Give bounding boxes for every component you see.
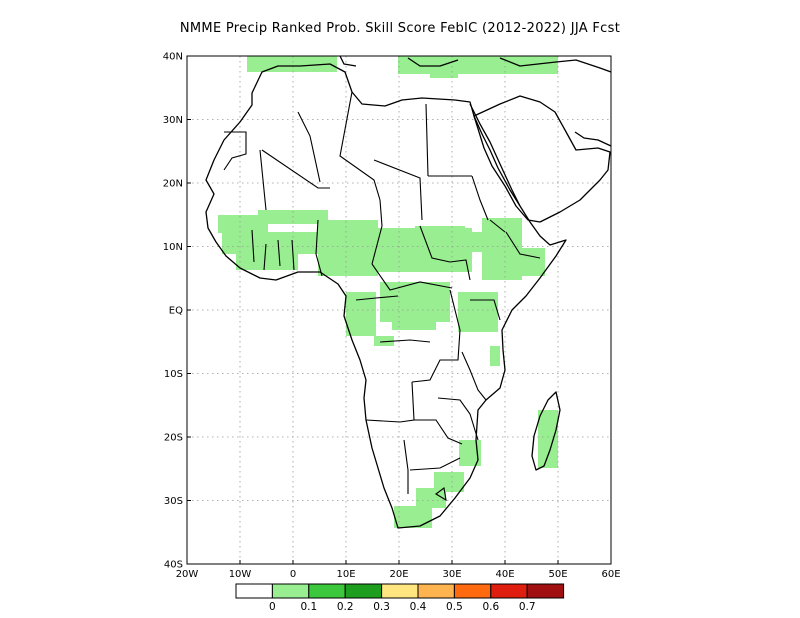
lat-tick-label: EQ <box>169 306 183 317</box>
colorbar-label: 0.1 <box>300 601 317 613</box>
lon-tick-label: 30E <box>442 569 461 580</box>
colorbar-label: 0.3 <box>373 601 390 613</box>
latitude-labels: 40N 30N 20N 10N EQ 10S 20S 30S 40S <box>163 52 183 571</box>
lat-tick-label: 10S <box>164 369 183 380</box>
lat-tick-label: 20S <box>164 433 183 444</box>
colorbar-label: 0.7 <box>519 601 536 613</box>
axis-ticks <box>186 55 612 565</box>
lat-tick-label: 10N <box>163 242 183 253</box>
lon-tick-label: 10E <box>336 569 355 580</box>
colorbar-swatch <box>344 583 383 599</box>
colorbar-swatch <box>235 583 273 599</box>
colorbar-label: 0.4 <box>410 601 427 613</box>
lon-tick-label: 10W <box>229 569 252 580</box>
colorbar-swatch <box>526 583 565 599</box>
colorbar: 0 0.1 0.2 0.3 0.4 0.5 0.6 0.7 <box>235 583 565 613</box>
graticule <box>187 56 611 564</box>
colorbar-swatch <box>490 583 528 599</box>
lon-tick-label: 40E <box>495 569 514 580</box>
country-borders <box>223 91 541 502</box>
colorbar-label: 0.2 <box>337 601 354 613</box>
colorbar-label: 0.5 <box>446 601 463 613</box>
lon-tick-label: 0 <box>290 569 296 580</box>
lat-tick-label: 20N <box>163 179 183 190</box>
lon-tick-label: 20E <box>389 569 408 580</box>
colorbar-label: 0 <box>269 601 276 613</box>
lon-tick-label: 20W <box>176 569 199 580</box>
colorbar-swatch <box>417 583 455 599</box>
skill-shading <box>218 56 558 528</box>
colorbar-swatch <box>381 583 419 599</box>
lat-tick-label: 40S <box>164 560 183 571</box>
lat-tick-label: 40N <box>163 52 183 63</box>
colorbar-swatch <box>453 583 492 599</box>
colorbar-swatch <box>308 583 346 599</box>
colorbar-label: 0.6 <box>482 601 499 613</box>
coastlines <box>205 56 611 529</box>
lon-tick-label: 60E <box>601 569 620 580</box>
lon-tick-label: 50E <box>548 569 567 580</box>
lat-tick-label: 30S <box>164 496 183 507</box>
lat-tick-label: 30N <box>163 115 183 126</box>
colorbar-swatch <box>271 583 310 599</box>
longitude-labels: 20W 10W 0 10E 20E 30E 40E 50E 60E <box>176 569 621 580</box>
map-title: NMME Precip Ranked Prob. Skill Score Feb… <box>179 21 621 36</box>
